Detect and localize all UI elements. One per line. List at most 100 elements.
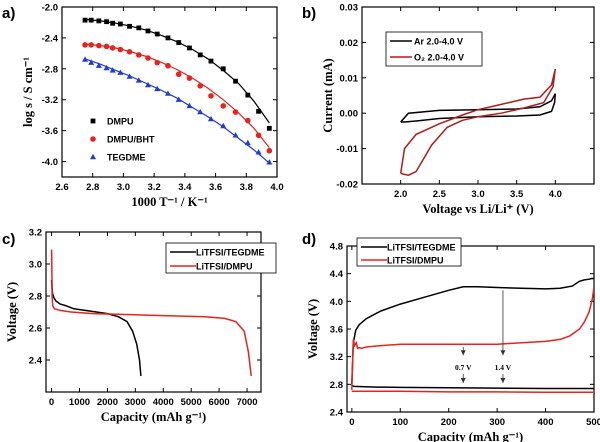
y-tick-label: 2.6 <box>29 324 42 335</box>
data-point <box>208 93 214 99</box>
data-point <box>135 52 142 58</box>
data-point <box>244 139 251 146</box>
x-tick-label: 5000 <box>181 397 202 408</box>
legend-box <box>385 31 483 67</box>
data-point <box>135 77 142 83</box>
y-tick-label: 2.8 <box>330 380 343 391</box>
legend: LiTFSI/TEGDME LiTFSI/DMPU <box>165 242 277 274</box>
data-point <box>109 45 116 51</box>
x-tick-label: 400 <box>538 417 554 428</box>
x-tick-label: 3000 <box>125 397 146 408</box>
data-point <box>175 96 182 102</box>
chart-panel-1: a) 2.6 2.8 3.0 3.2 3.4 3.6 3.8 4.0 -2.0 -2.4 -2.8 -3… <box>2 3 284 210</box>
data-point <box>232 132 239 138</box>
x-tick-label: 0 <box>49 397 54 408</box>
data-point <box>88 59 95 65</box>
y-tick-label: 3.2 <box>330 352 343 363</box>
x-tick-label: 2.5 <box>433 189 447 200</box>
data-point <box>117 21 123 27</box>
data-point <box>220 122 227 129</box>
series-line <box>351 384 594 390</box>
chart-panel-3: c) 0 1000 2000 3000 4000 5000 6000 7000 3.2 3.0 2.8… <box>2 228 277 424</box>
annotation-label: 0.7 V <box>455 363 472 372</box>
x-tick-label: 2000 <box>97 397 118 408</box>
data-point <box>103 64 110 71</box>
x-tick-label: 7000 <box>236 397 257 408</box>
y-tick-label: 4.4 <box>330 269 344 280</box>
x-tick-label: 500 <box>586 417 600 428</box>
data-point <box>88 42 94 48</box>
y-tick-label: -2.8 <box>42 64 58 75</box>
data-point <box>117 69 124 75</box>
legend-label: LiTFSI/DMPU <box>196 262 253 272</box>
data-point <box>127 23 132 29</box>
data-point <box>103 43 110 50</box>
plot-area <box>50 249 252 377</box>
series-line <box>351 390 594 394</box>
plot-frame <box>45 231 262 393</box>
legend-label: DMPU <box>107 117 134 127</box>
x-axis-label: Capacity (mAh g⁻¹) <box>418 430 523 442</box>
x-tick-label: 2.6 <box>55 182 68 193</box>
data-point <box>245 92 251 98</box>
legend-box <box>356 237 462 267</box>
data-point <box>165 35 171 41</box>
data-point <box>197 108 204 115</box>
y-tick-label: -0.02 <box>336 180 358 191</box>
panel-label: d) <box>302 231 316 248</box>
y-tick-label: -2.0 <box>42 3 58 14</box>
data-point <box>95 62 102 68</box>
data-point <box>82 42 88 48</box>
y-tick-label: 4.0 <box>330 297 343 308</box>
x-tick-label: 1000 <box>69 397 90 408</box>
x-axis-label: Capacity (mAh g⁻¹) <box>101 410 206 424</box>
plot-frame <box>61 6 278 178</box>
y-tick-label: 0.00 <box>340 109 359 120</box>
legend: DMPU DMPU/BHT TEGDME <box>90 117 155 163</box>
legend: LiTFSI/TEGDME LiTFSI/DMPU <box>356 237 462 267</box>
fit-line <box>84 43 270 148</box>
plot-area <box>399 68 557 176</box>
data-point <box>136 25 142 31</box>
y-axis-label: log s / S cm⁻¹ <box>21 57 35 127</box>
x-tick-label: 3.8 <box>240 182 253 193</box>
chart-panel-4: d) 0 100 200 300 400 500 4.8 4.4 4.0 3.6 3.2 2.8 2.4 C… <box>302 231 600 442</box>
data-point <box>145 55 151 61</box>
legend-label: Ar 2.0-4.0 V <box>414 37 463 47</box>
plot-area <box>351 277 594 394</box>
y-axis-label: Voltage (V) <box>306 299 320 359</box>
data-point <box>126 73 133 79</box>
legend-box <box>165 242 277 274</box>
data-point <box>145 28 151 34</box>
series-line <box>50 279 142 377</box>
y-tick-label: -3.6 <box>42 126 58 137</box>
y-tick-label: -2.4 <box>42 33 59 44</box>
data-point <box>104 19 109 25</box>
data-point <box>245 117 251 124</box>
y-tick-label: 3.6 <box>330 325 343 336</box>
data-point <box>208 58 214 64</box>
data-point <box>197 52 203 58</box>
data-point <box>232 109 239 115</box>
data-point <box>82 56 89 62</box>
series-line <box>50 249 252 377</box>
x-tick-label: 3.4 <box>178 182 192 193</box>
x-tick-label: 2.8 <box>86 182 99 193</box>
y-axis-label: Voltage (V) <box>5 282 19 342</box>
y-tick-label: -3.2 <box>42 95 58 106</box>
data-point <box>233 78 238 84</box>
legend-label: TEGDME <box>107 153 146 163</box>
y-tick-label: 4.8 <box>330 242 343 253</box>
y-axis-label: Current (mA) <box>321 58 335 132</box>
data-point <box>220 103 227 109</box>
y-tick-label: -4.0 <box>42 157 58 168</box>
data-point <box>186 75 193 81</box>
y-tick-label: 2.4 <box>29 356 43 367</box>
data-point <box>154 59 161 66</box>
y-tick-label: 2.4 <box>330 408 344 419</box>
series-line <box>400 93 557 123</box>
x-tick-label: 6000 <box>209 397 230 408</box>
plot-area <box>82 17 273 165</box>
arrow-head <box>460 350 466 356</box>
annotation-label: 1.4 V <box>495 363 512 372</box>
